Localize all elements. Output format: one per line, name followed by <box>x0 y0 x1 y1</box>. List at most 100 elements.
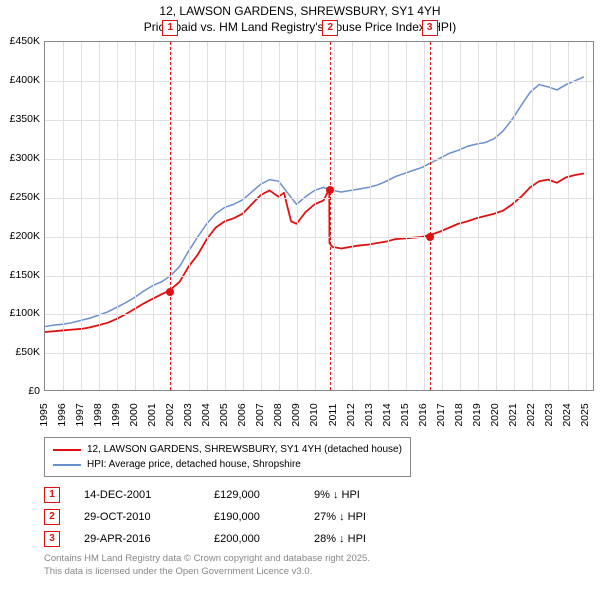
transaction-row: 2 29-OCT-2010 £190,000 27% ↓ HPI <box>44 509 600 525</box>
transactions-table: 1 14-DEC-2001 £129,000 9% ↓ HPI 2 29-OCT… <box>44 487 600 547</box>
x-axis-label: 1998 <box>92 404 104 427</box>
gridline-vertical <box>334 42 335 390</box>
x-axis-label: 2022 <box>525 404 537 427</box>
legend-label-hpi: HPI: Average price, detached house, Shro… <box>87 457 301 472</box>
x-axis-label: 2025 <box>579 404 591 427</box>
title-line1: 12, LAWSON GARDENS, SHREWSBURY, SY1 4YH <box>0 4 600 20</box>
gridline-vertical <box>550 42 551 390</box>
footer-line1: Contains HM Land Registry data © Crown c… <box>44 553 600 565</box>
x-axis-label: 2017 <box>435 404 447 427</box>
gridline-vertical <box>135 42 136 390</box>
transaction-row: 1 14-DEC-2001 £129,000 9% ↓ HPI <box>44 487 600 503</box>
event-line <box>170 42 171 390</box>
transaction-date: 14-DEC-2001 <box>84 489 214 501</box>
event-marker-box: 1 <box>162 20 178 36</box>
gridline-vertical <box>496 42 497 390</box>
transaction-row: 3 29-APR-2016 £200,000 28% ↓ HPI <box>44 531 600 547</box>
x-axis-label: 2020 <box>489 404 501 427</box>
gridline-horizontal <box>45 159 593 160</box>
event-marker-box: 3 <box>422 20 438 36</box>
y-axis-label: £450K <box>0 35 40 47</box>
y-axis-label: £200K <box>0 230 40 242</box>
x-axis-label: 2015 <box>399 404 411 427</box>
legend-label-property: 12, LAWSON GARDENS, SHREWSBURY, SY1 4YH … <box>87 442 402 457</box>
y-axis-label: £150K <box>0 269 40 281</box>
line-series-svg <box>45 42 593 390</box>
y-axis-label: £250K <box>0 191 40 203</box>
x-axis-label: 1997 <box>74 404 86 427</box>
gridline-vertical <box>207 42 208 390</box>
gridline-vertical <box>117 42 118 390</box>
x-axis-label: 1996 <box>56 404 68 427</box>
x-axis-label: 2007 <box>254 404 266 427</box>
transaction-price: £129,000 <box>214 489 314 501</box>
footer-line2: This data is licensed under the Open Gov… <box>44 566 600 578</box>
gridline-horizontal <box>45 314 593 315</box>
gridline-vertical <box>243 42 244 390</box>
legend-swatch-property <box>53 449 81 451</box>
x-axis-label: 2006 <box>236 404 248 427</box>
transaction-diff: 28% ↓ HPI <box>314 533 366 545</box>
gridline-vertical <box>388 42 389 390</box>
legend-row-property: 12, LAWSON GARDENS, SHREWSBURY, SY1 4YH … <box>53 442 402 457</box>
gridline-vertical <box>315 42 316 390</box>
title-line2: Price paid vs. HM Land Registry's House … <box>0 20 600 36</box>
plot-region: 123 <box>44 41 594 391</box>
x-axis-label: 2004 <box>200 404 212 427</box>
gridline-horizontal <box>45 237 593 238</box>
x-axis-label: 2014 <box>381 404 393 427</box>
chart-title: 12, LAWSON GARDENS, SHREWSBURY, SY1 4YH … <box>0 0 600 41</box>
y-axis-label: £50K <box>0 346 40 358</box>
transaction-diff: 9% ↓ HPI <box>314 489 360 501</box>
x-axis-label: 2013 <box>363 404 375 427</box>
gridline-vertical <box>297 42 298 390</box>
event-point <box>426 233 434 241</box>
y-axis-label: £350K <box>0 113 40 125</box>
transaction-price: £190,000 <box>214 511 314 523</box>
event-marker-box: 2 <box>322 20 338 36</box>
legend-swatch-hpi <box>53 464 81 466</box>
x-axis-label: 2012 <box>345 404 357 427</box>
gridline-vertical <box>81 42 82 390</box>
gridline-vertical <box>171 42 172 390</box>
gridline-vertical <box>586 42 587 390</box>
y-axis-label: £0 <box>0 385 40 397</box>
gridline-horizontal <box>45 353 593 354</box>
x-axis-label: 2016 <box>417 404 429 427</box>
x-axis-label: 2010 <box>308 404 320 427</box>
gridline-vertical <box>279 42 280 390</box>
gridline-vertical <box>370 42 371 390</box>
event-point <box>326 186 334 194</box>
gridline-vertical <box>532 42 533 390</box>
y-axis-label: £400K <box>0 74 40 86</box>
transaction-marker: 3 <box>44 531 60 547</box>
event-line <box>430 42 431 390</box>
gridline-vertical <box>153 42 154 390</box>
transaction-marker: 2 <box>44 509 60 525</box>
x-axis-label: 2009 <box>290 404 302 427</box>
gridline-vertical <box>63 42 64 390</box>
y-axis-label: £300K <box>0 152 40 164</box>
x-axis-label: 1999 <box>110 404 122 427</box>
transaction-price: £200,000 <box>214 533 314 545</box>
gridline-horizontal <box>45 120 593 121</box>
gridline-vertical <box>442 42 443 390</box>
gridline-vertical <box>406 42 407 390</box>
gridline-vertical <box>352 42 353 390</box>
x-axis-label: 2008 <box>272 404 284 427</box>
x-axis-label: 2021 <box>507 404 519 427</box>
transaction-date: 29-APR-2016 <box>84 533 214 545</box>
x-axis-label: 2002 <box>164 404 176 427</box>
chart-area: 123 £0£50K£100K£150K£200K£250K£300K£350K… <box>0 41 600 431</box>
x-axis-label: 2024 <box>561 404 573 427</box>
gridline-vertical <box>261 42 262 390</box>
gridline-vertical <box>568 42 569 390</box>
gridline-vertical <box>514 42 515 390</box>
gridline-vertical <box>460 42 461 390</box>
gridline-horizontal <box>45 81 593 82</box>
event-line <box>330 42 331 390</box>
gridline-vertical <box>99 42 100 390</box>
x-axis-label: 2001 <box>146 404 158 427</box>
gridline-vertical <box>424 42 425 390</box>
x-axis-label: 2019 <box>471 404 483 427</box>
